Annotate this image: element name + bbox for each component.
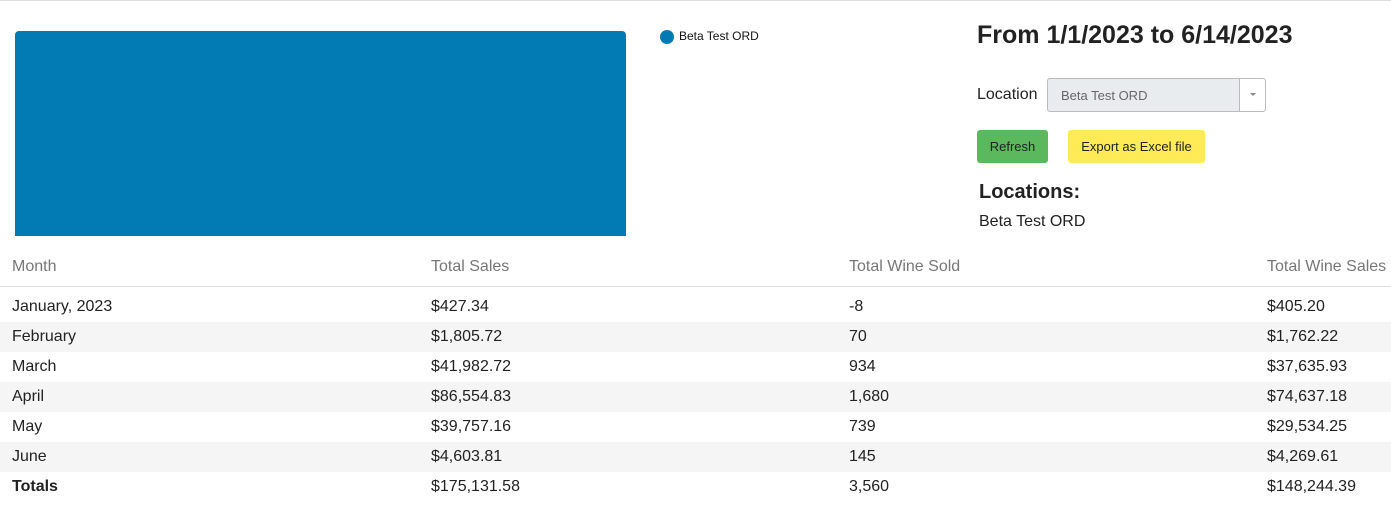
table-row: February $1,805.72 70 $1,762.22 <box>0 322 1391 352</box>
table-cell: $39,757.16 <box>431 418 512 435</box>
location-item: Beta Test ORD <box>979 213 1086 230</box>
legend-label: Beta Test ORD <box>679 29 759 43</box>
location-select[interactable]: Beta Test ORD <box>1047 78 1266 112</box>
locations-title: Locations: <box>979 181 1081 203</box>
table-cell: 70 <box>849 328 867 345</box>
table-cell: $427.34 <box>431 298 489 315</box>
filter-label: Location <box>977 86 1038 103</box>
table-cell: 145 <box>849 448 876 465</box>
column-header: Total Wine Sold <box>849 258 961 275</box>
table-cell: $4,603.81 <box>431 448 503 465</box>
select-value: Beta Test ORD <box>1061 88 1148 103</box>
column-header: Month <box>12 258 57 275</box>
chart-area <box>15 31 626 236</box>
date-range-title: From 1/1/2023 to 6/14/2023 <box>977 21 1293 49</box>
table-cell: May <box>12 418 43 435</box>
table-cell: March <box>12 358 57 375</box>
column-header: Total Wine Sales <box>1267 258 1387 275</box>
header-divider <box>0 286 1391 287</box>
table-row: Totals $175,131.58 3,560 $148,244.39 <box>0 472 1391 502</box>
refresh-button[interactable]: Refresh <box>977 130 1048 163</box>
table-row: March $41,982.72 934 $37,635.93 <box>0 352 1391 382</box>
table-cell: February <box>12 328 77 345</box>
table-cell: $4,269.61 <box>1267 448 1339 465</box>
table-cell: $1,805.72 <box>431 328 503 345</box>
column-header: Total Sales <box>431 258 510 275</box>
table-cell: $41,982.72 <box>431 358 512 375</box>
table-cell: April <box>12 388 45 405</box>
table-row: April $86,554.83 1,680 $74,637.18 <box>0 382 1391 412</box>
table-cell: 1,680 <box>849 388 890 405</box>
table-cell: $148,244.39 <box>1267 478 1356 495</box>
table-row: January, 2023 $427.34 -8 $405.20 <box>0 292 1391 322</box>
table-cell: 739 <box>849 418 876 435</box>
table-cell: $29,534.25 <box>1267 418 1348 435</box>
table-cell: June <box>12 448 47 465</box>
table-cell: 934 <box>849 358 876 375</box>
table-cell: $405.20 <box>1267 298 1325 315</box>
table-cell: $37,635.93 <box>1267 358 1348 375</box>
legend-swatch <box>660 30 674 44</box>
table-cell: $86,554.83 <box>431 388 512 405</box>
table-cell: $1,762.22 <box>1267 328 1339 345</box>
select-caret[interactable] <box>1239 79 1265 111</box>
table-cell: -8 <box>849 298 864 315</box>
table-row: May $39,757.16 739 $29,534.25 <box>0 412 1391 442</box>
export-button[interactable]: Export as Excel file <box>1068 130 1205 163</box>
table-cell: $74,637.18 <box>1267 388 1348 405</box>
table-cell: January, 2023 <box>12 298 113 315</box>
table-cell: 3,560 <box>849 478 890 495</box>
table-row: June $4,603.81 145 $4,269.61 <box>0 442 1391 472</box>
table-cell: Totals <box>12 478 58 495</box>
table-cell: $175,131.58 <box>431 478 520 495</box>
